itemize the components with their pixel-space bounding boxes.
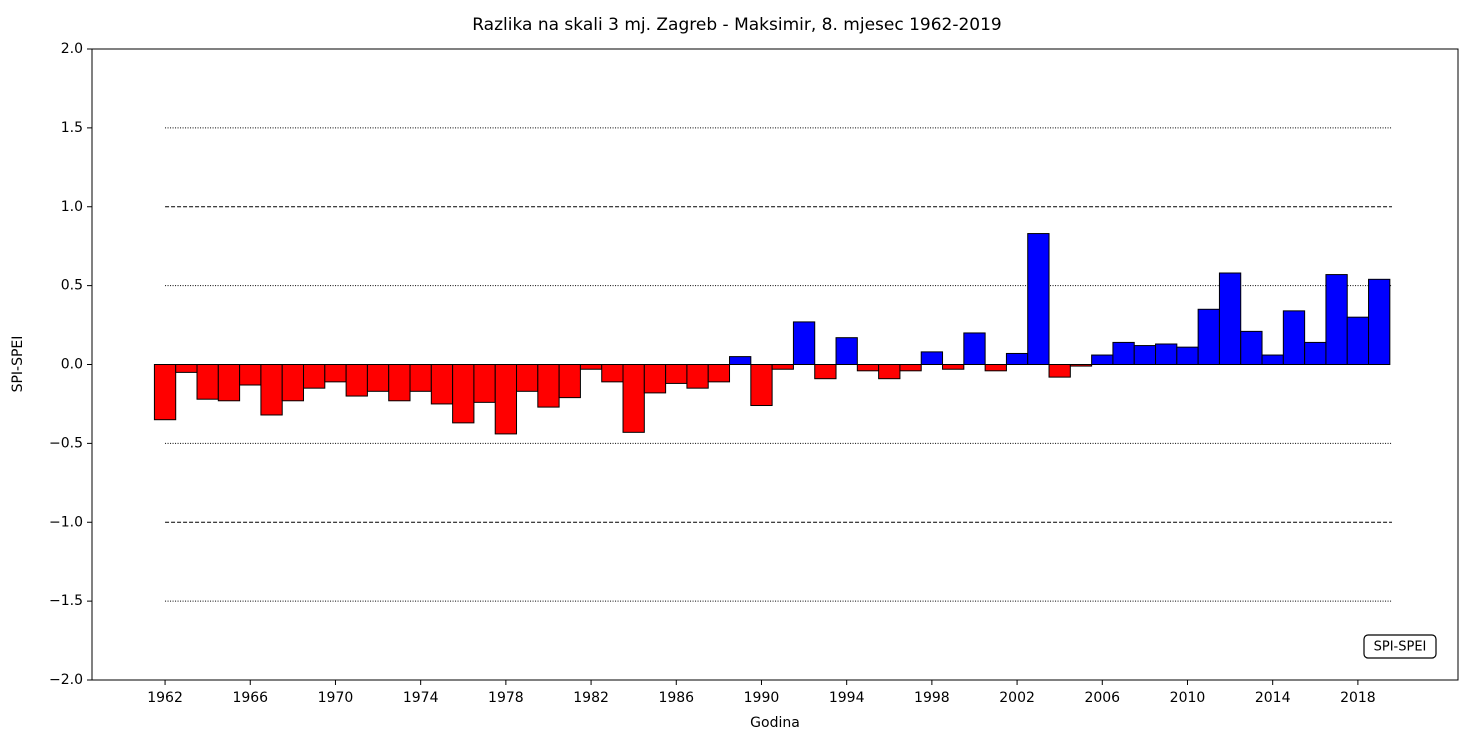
bar (1368, 278, 1391, 365)
bar (1240, 330, 1263, 365)
bar (516, 364, 539, 392)
bar (835, 337, 858, 365)
bar (1197, 308, 1220, 366)
bar (153, 364, 177, 421)
bar (1304, 341, 1327, 366)
bar (409, 364, 432, 392)
bar (579, 364, 603, 370)
bar (281, 364, 305, 402)
x-tick-label: 1994 (829, 690, 865, 706)
bar (729, 356, 752, 365)
bar (1091, 354, 1114, 366)
x-tick-label: 1966 (232, 690, 268, 706)
bar (473, 364, 496, 403)
y-tick-label: 2.0 (61, 41, 83, 57)
legend-box (1363, 634, 1437, 659)
y-tick-label: −2.0 (49, 672, 83, 688)
bar (196, 364, 219, 400)
bar (963, 332, 986, 366)
x-tick-label: 1974 (403, 690, 439, 706)
chart-title: Razlika na skali 3 mj. Zagreb - Maksimir… (472, 15, 1002, 35)
bar (942, 364, 965, 370)
bar (345, 364, 368, 397)
bar (1133, 345, 1157, 366)
bar (792, 321, 816, 365)
x-tick-label: 2006 (1084, 690, 1120, 706)
bar (366, 364, 390, 392)
bar (558, 364, 581, 399)
bar (686, 364, 709, 389)
bar (1325, 274, 1348, 365)
bar (303, 364, 326, 389)
bar (1005, 352, 1029, 365)
bar (856, 364, 880, 372)
y-tick-label: 0.5 (61, 278, 83, 294)
x-tick-label: 2014 (1255, 690, 1291, 706)
x-tick-label: 2002 (999, 690, 1035, 706)
y-tick-label: −1.5 (49, 593, 83, 609)
bar (899, 364, 922, 372)
bar (707, 364, 731, 383)
y-tick-label: 1.0 (61, 199, 83, 215)
bar (814, 364, 837, 380)
bar (920, 351, 944, 366)
bar (771, 364, 794, 370)
y-tick-label: 0.0 (61, 357, 83, 373)
bar (1261, 354, 1284, 366)
bar (984, 364, 1007, 372)
x-tick-label: 1982 (573, 690, 609, 706)
bar (452, 364, 475, 424)
bar (1155, 343, 1178, 365)
bar (665, 364, 688, 384)
x-tick-label: 1990 (744, 690, 780, 706)
bar (878, 364, 901, 380)
bar (1282, 310, 1306, 365)
bar (494, 364, 518, 435)
y-tick-label: −0.5 (49, 435, 83, 451)
y-tick-label: −1.0 (49, 514, 83, 530)
x-axis-label: Godina (750, 715, 800, 731)
bar (643, 364, 667, 394)
x-tick-label: 1998 (914, 690, 950, 706)
bar (1069, 364, 1093, 367)
x-tick-label: 2018 (1340, 690, 1376, 706)
bar (430, 364, 454, 405)
bar (175, 364, 198, 373)
y-tick-label: 1.5 (61, 120, 83, 136)
bar (750, 364, 773, 407)
bar (388, 364, 411, 402)
bar (1048, 364, 1071, 378)
x-tick-label: 1978 (488, 690, 524, 706)
bar (239, 364, 262, 386)
bar (260, 364, 283, 416)
bar (601, 364, 624, 383)
x-tick-label: 1962 (147, 690, 183, 706)
bar (1176, 346, 1199, 365)
bar (1346, 316, 1370, 365)
legend-label: SPI-SPEI (1374, 640, 1427, 655)
bar (1112, 341, 1135, 366)
x-tick-label: 1970 (318, 690, 354, 706)
bar (1027, 233, 1050, 365)
x-tick-label: 1986 (658, 690, 694, 706)
bar (1218, 272, 1242, 366)
bar (537, 364, 560, 408)
bar (217, 364, 241, 402)
y-axis-label: SPI-SPEI (10, 336, 26, 393)
bar (622, 364, 645, 433)
bar (324, 364, 347, 383)
x-tick-label: 2010 (1170, 690, 1206, 706)
